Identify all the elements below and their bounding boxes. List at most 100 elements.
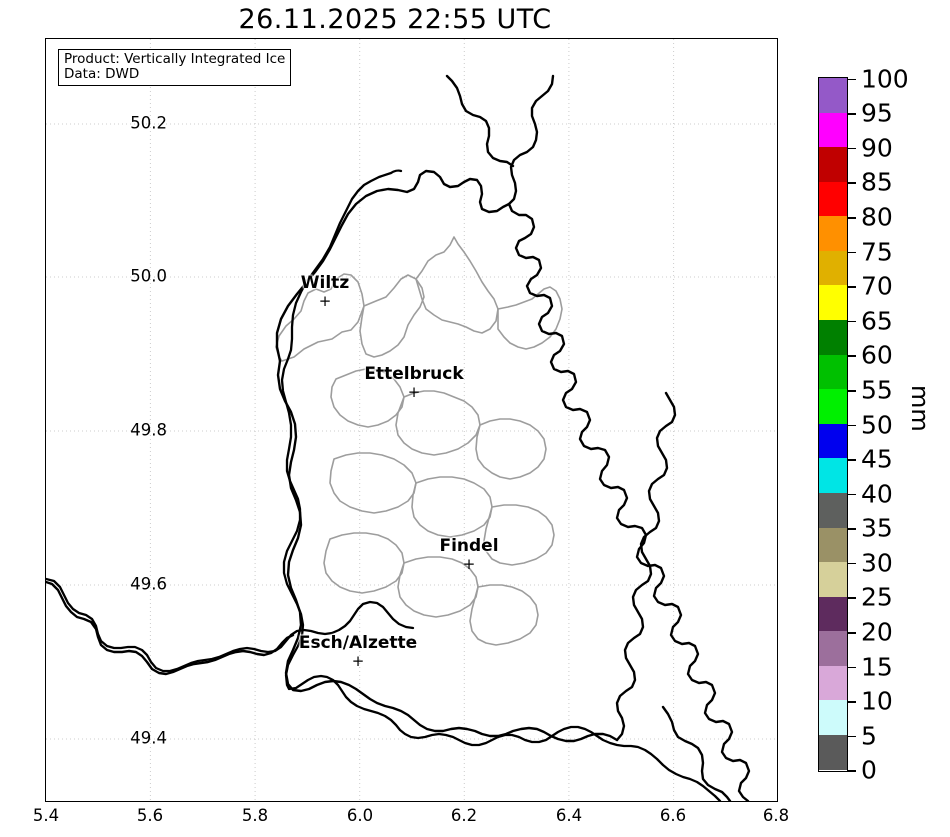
- colorbar-band: [819, 665, 847, 701]
- city-label: Esch/Alzette: [298, 633, 418, 653]
- colorbar-band: [819, 216, 847, 251]
- colorbar-band: [819, 320, 847, 355]
- city-cross-icon: +: [407, 383, 421, 401]
- product-label: Product: Vertically Integrated Ice: [64, 51, 286, 67]
- colorbar-band: [819, 700, 847, 735]
- colorbar-tick-label: 75: [861, 237, 893, 267]
- colorbar-tick-label: 100: [861, 64, 909, 94]
- colorbar-tick-mark: [848, 424, 856, 427]
- x-axis-tick-label: 6.6: [659, 806, 687, 825]
- colorbar-tick-label: 90: [861, 133, 893, 163]
- colorbar-tick-label: 0: [861, 755, 877, 785]
- colorbar-tick-label: 10: [861, 686, 893, 716]
- colorbar-tick-label: 5: [861, 721, 877, 751]
- border-germany-northeast: [445, 74, 515, 168]
- city-marker-ettelbruck[interactable]: Ettelbruck +: [364, 366, 463, 400]
- colorbar-tick-mark: [848, 459, 856, 461]
- city-marker-wiltz[interactable]: Wiltz +: [301, 275, 349, 309]
- colorbar-band: [819, 631, 847, 666]
- x-axis-tick-label: 6.0: [346, 806, 374, 825]
- colorbar-tick-mark: [848, 286, 856, 288]
- colorbar-tick-label: 40: [861, 479, 893, 509]
- city-cross-icon: +: [351, 652, 365, 670]
- colorbar-tick-label: 30: [861, 548, 893, 578]
- data-source-label: Data: DWD: [64, 66, 140, 83]
- colorbar-tick-label: 50: [861, 410, 893, 439]
- city-label: Findel: [439, 536, 499, 556]
- city-marker-findel[interactable]: Findel +: [439, 538, 498, 572]
- map-svg: [46, 39, 777, 801]
- colorbar-tick-mark: [848, 701, 856, 703]
- colorbar-tick-label: 45: [861, 444, 893, 474]
- colorbar-tick-mark: [848, 147, 856, 150]
- colorbar-band: [819, 458, 847, 493]
- colorbar[interactable]: [818, 77, 848, 772]
- x-axis-tick-label: 6.2: [450, 806, 478, 825]
- colorbar-band: [819, 527, 847, 563]
- city-label: Ettelbruck: [364, 364, 464, 384]
- y-axis-tick-label: 49.8: [130, 420, 167, 440]
- colorbar-tick-mark: [848, 735, 856, 738]
- colorbar-band: [819, 78, 847, 113]
- product-info-box: Product: Vertically Integrated Ice Data:…: [58, 49, 292, 87]
- colorbar-band: [819, 354, 847, 390]
- map-canvas: Product: Vertically Integrated Ice Data:…: [46, 39, 777, 801]
- colorbar-tick-mark: [848, 389, 856, 392]
- page-title: 26.11.2025 22:55 UTC: [238, 4, 552, 35]
- colorbar-band: [819, 250, 847, 286]
- x-axis-tick-label: 6.8: [762, 806, 790, 825]
- y-axis-tick-label: 50.2: [130, 113, 167, 133]
- y-axis-tick-label: 49.4: [130, 728, 167, 748]
- city-marker-esch-alzette[interactable]: Esch/Alzette +: [299, 635, 417, 669]
- colorbar-tick-mark: [848, 632, 856, 634]
- colorbar-unit-label: mm: [906, 385, 934, 432]
- map-plot-area[interactable]: Product: Vertically Integrated Ice Data:…: [45, 38, 778, 802]
- colorbar-tick-mark: [848, 320, 856, 323]
- colorbar-tick-label: 25: [861, 582, 893, 612]
- luxembourg-national-border: [275, 74, 751, 801]
- colorbar-band: [819, 596, 847, 632]
- colorbar-tick-label: 70: [861, 271, 893, 301]
- border-moselle-southeast: [661, 705, 732, 801]
- colorbar-tick-label: 60: [861, 340, 893, 370]
- colorbar-tick-group: 0 5 10 15 20 25 30 35 40 45 50 55 60 65 70 75 80 85 90 95 10…: [818, 66, 938, 783]
- colorbar-band: [819, 147, 847, 182]
- x-axis-tick-label: 5.8: [241, 806, 269, 825]
- colorbar-tick-label: 65: [861, 306, 893, 336]
- y-axis-tick-label: 49.6: [130, 574, 167, 594]
- colorbar-tick-mark: [848, 113, 856, 115]
- colorbar-band: [819, 285, 847, 321]
- border-belgium-west: [46, 580, 295, 676]
- colorbar-band: [819, 734, 847, 770]
- colorbar-tick-mark: [848, 770, 856, 772]
- colorbar-tick-mark: [848, 493, 856, 496]
- colorbar-tick-mark: [848, 597, 856, 600]
- colorbar-tick-label: 35: [861, 513, 893, 543]
- colorbar-tick-mark: [848, 182, 856, 184]
- colorbar-tick-mark: [848, 355, 856, 357]
- colorbar-tick-mark: [848, 562, 856, 565]
- colorbar-tick-label: 20: [861, 617, 893, 647]
- colorbar-tick-label: 80: [861, 202, 893, 232]
- colorbar-band: [819, 562, 847, 597]
- colorbar-band: [819, 492, 847, 528]
- colorbar-band: [819, 181, 847, 217]
- colorbar-tick-mark: [848, 666, 856, 669]
- district-boundaries: [275, 236, 563, 646]
- colorbar-tick-mark: [848, 251, 856, 254]
- colorbar-tick-mark: [848, 78, 856, 81]
- colorbar-band: [819, 389, 847, 424]
- x-axis-tick-label: 5.6: [136, 806, 164, 825]
- colorbar-tick-label: 95: [861, 98, 893, 128]
- colorbar-band: [819, 112, 847, 148]
- x-axis-tick-label: 6.4: [555, 806, 583, 825]
- colorbar-tick-label: 85: [861, 167, 893, 197]
- colorbar-tick-mark: [848, 528, 856, 530]
- y-axis-tick-label: 50.0: [130, 266, 167, 286]
- x-axis-tick-label: 5.4: [32, 806, 60, 825]
- city-cross-icon: +: [318, 292, 332, 310]
- colorbar-tick-label: 55: [861, 375, 893, 405]
- colorbar-tick-label: 15: [861, 652, 893, 682]
- colorbar-band: [819, 423, 847, 459]
- city-cross-icon: +: [462, 555, 476, 573]
